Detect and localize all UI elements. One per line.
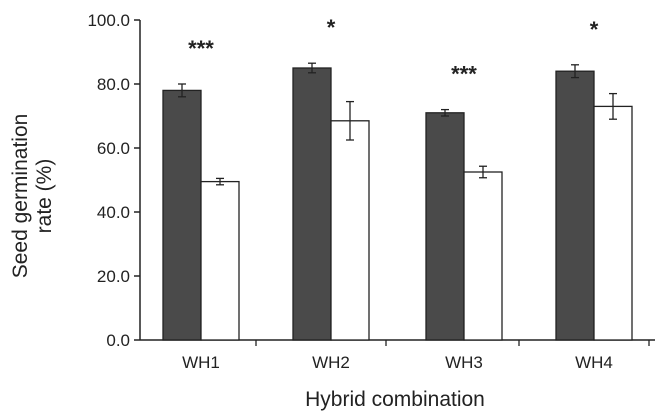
significance-label: ***	[188, 36, 214, 61]
x-tick-label: WH4	[575, 353, 613, 372]
plot-area: 0.020.040.060.080.0100.0WH1***WH2*WH3***…	[87, 11, 655, 372]
bar-wh2-series2	[330, 120, 370, 341]
x-axis-title: Hybrid combination	[305, 388, 485, 411]
significance-label: *	[590, 17, 599, 42]
bar-wh2-series1	[292, 67, 332, 341]
bar-wh4-series1	[555, 70, 595, 341]
y-axis-title-line2: rate (%)	[33, 159, 56, 234]
bar-wh3-series1	[425, 112, 465, 341]
significance-label: ***	[451, 62, 477, 87]
bar-wh4-series2	[593, 105, 633, 341]
y-tick-label: 80.0	[97, 75, 130, 94]
bar-wh1-series1	[162, 89, 202, 341]
x-tick-label: WH2	[312, 353, 350, 372]
y-tick-label: 20.0	[97, 267, 130, 286]
x-tick-label: WH1	[182, 353, 220, 372]
y-tick-label: 100.0	[87, 11, 130, 30]
x-tick-label: WH3	[445, 353, 483, 372]
y-tick-label: 0.0	[106, 331, 130, 350]
bar-wh3-series2	[463, 171, 503, 341]
bar-wh1-series2	[200, 180, 240, 341]
significance-label: *	[327, 15, 336, 40]
y-tick-label: 40.0	[97, 203, 130, 222]
y-axis-title-line1: Seed germination	[9, 114, 32, 279]
y-tick-label: 60.0	[97, 139, 130, 158]
